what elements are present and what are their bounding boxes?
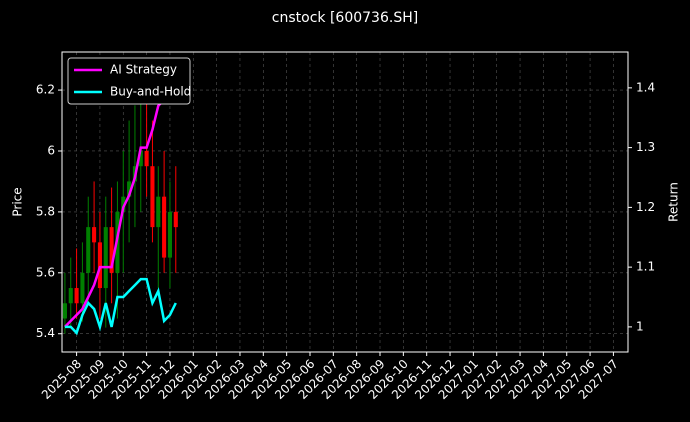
plot-frame [61, 51, 629, 353]
return-line [64, 69, 177, 328]
y2-tick-label: 1.1 [636, 260, 655, 274]
chart-title: cnstock [600736.SH] [272, 10, 418, 26]
candle-body [150, 166, 155, 228]
y2-tick-label: 1.2 [636, 200, 655, 214]
candle-body [86, 227, 91, 273]
y2-tick-label: 1.3 [636, 140, 655, 154]
candle-body [92, 227, 97, 243]
candle-body [173, 211, 178, 228]
legend-label: AI Strategy [110, 63, 177, 77]
candle-body [162, 196, 167, 258]
y-tick-label: 6 [47, 143, 55, 157]
y2-tick-label: 1.4 [636, 80, 655, 94]
candle-body [103, 227, 108, 289]
y-axis-label: Price [11, 187, 25, 216]
candle-body [121, 196, 126, 212]
y-tick-label: 5.8 [36, 204, 55, 218]
candle-body [74, 288, 79, 304]
candle-body [167, 211, 172, 258]
legend-label: Buy-and-Hold [110, 85, 191, 99]
candle-body [97, 242, 102, 289]
y-tick-label: 6.2 [36, 83, 55, 97]
y-tick-label: 5.6 [36, 265, 55, 279]
y2-axis-label: Return [667, 182, 681, 222]
candle-body [62, 303, 67, 319]
candle-body [156, 196, 161, 228]
candle-body [109, 227, 114, 273]
y2-tick-label: 1 [636, 319, 644, 333]
candle-body [144, 150, 149, 167]
candle-body [127, 181, 132, 197]
y-tick-label: 5.4 [36, 326, 55, 340]
return-line [64, 277, 177, 336]
candle-body [80, 272, 85, 304]
candle-body [138, 150, 143, 167]
candle-body [68, 288, 73, 304]
